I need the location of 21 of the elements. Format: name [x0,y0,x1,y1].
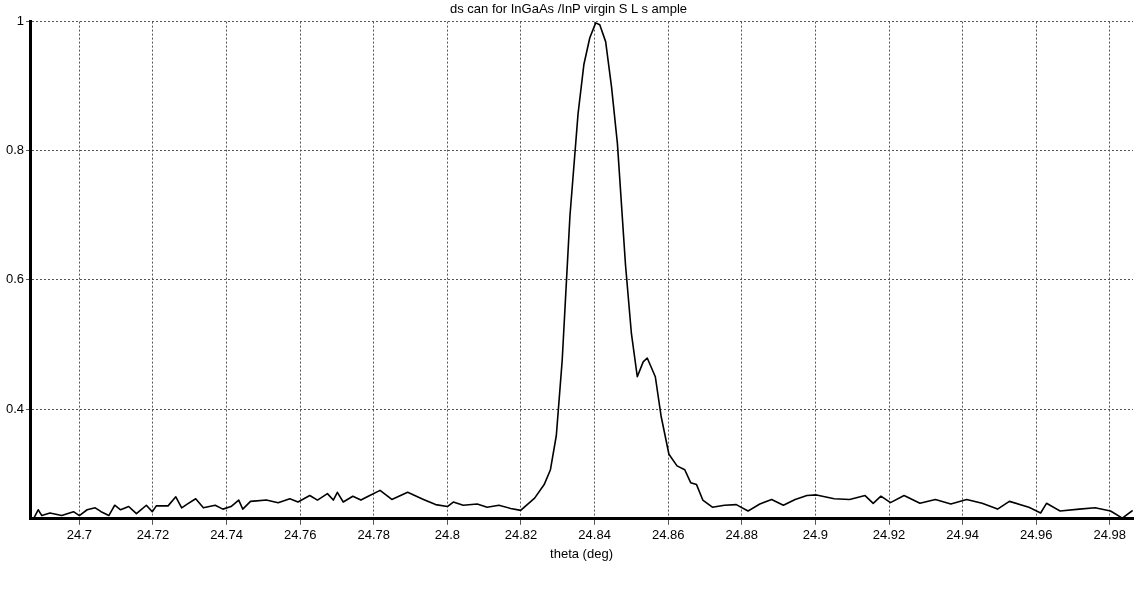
x-tick-label: 24.74 [210,527,243,543]
x-tick-label: 24.96 [1019,527,1053,543]
x-tick-label: 24.92 [872,527,906,543]
x-tick-label: 24.9 [802,527,829,543]
x-tick-label: 24.86 [651,527,685,543]
x-tick-label: 24.98 [1093,527,1127,543]
y-tick-label: 0.6 [5,271,25,287]
x-tick-label: 24.94 [946,527,979,543]
x-tick-label: 24.76 [283,527,317,543]
chart-title: ds can for InGaAs /InP virgin S L s ample [449,1,688,17]
x-tick-label: 24.84 [578,527,611,543]
x-tick-label: 24.8 [434,527,461,543]
y-tick-label: 0.4 [5,400,25,416]
x-tick-label: 24.88 [725,527,759,543]
y-tick-label: 1 [16,13,25,29]
x-axis-title: theta (deg) [550,545,613,561]
x-tick-label: 24.82 [504,527,538,543]
x-tick-label: 24.72 [136,527,170,543]
y-tick-label: 0.8 [5,142,25,158]
x-tick-label: 24.7 [66,527,93,543]
x-tick-label: 24.78 [357,527,391,543]
